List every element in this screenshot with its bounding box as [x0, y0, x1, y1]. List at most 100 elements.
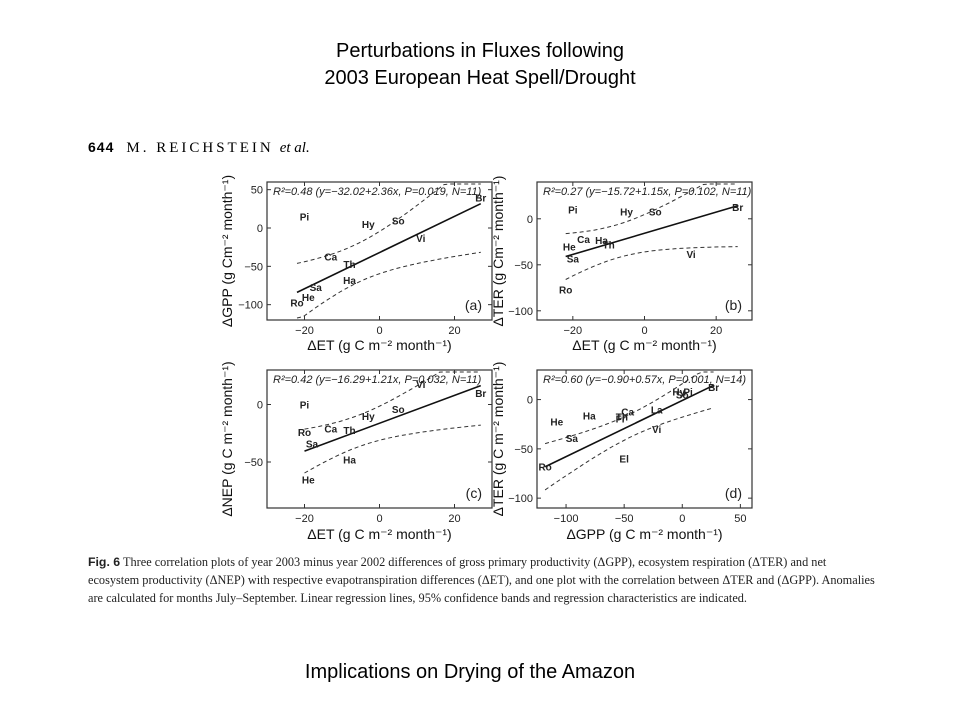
- panel-3-point-pi: Pi: [300, 401, 310, 412]
- panel-3-point-vi: Vi: [416, 380, 425, 391]
- caption-text: Three correlation plots of year 2003 min…: [88, 555, 875, 605]
- panel-1-point-ha: Ha: [343, 276, 356, 287]
- panel-4-point-he: He: [550, 417, 563, 428]
- panel-1-y-tick-label: 50: [251, 185, 263, 197]
- panel-3-x-axis-label: ΔET (g C m⁻² month⁻¹): [307, 526, 451, 542]
- panel-3-y-axis-label: ΔNEP (g C m⁻² month⁻¹): [219, 361, 235, 516]
- panel-4-point-br: Br: [708, 383, 719, 394]
- panel-4-y-tick-label: −50: [514, 444, 533, 456]
- panel-2-label: (b): [725, 297, 742, 313]
- panel-1-regression-line: [296, 202, 482, 294]
- figure-caption: Fig. 6 Three correlation plots of year 2…: [88, 553, 878, 607]
- panel-1-point-sa: Sa: [310, 283, 323, 294]
- panel-4-point-la: La: [651, 405, 663, 416]
- slide-title-line-2: 2003 European Heat Spell/Drought: [324, 67, 636, 89]
- panel-4-point-fr: Fr: [616, 414, 626, 425]
- panel-4-point-pi: Pi: [683, 388, 693, 399]
- panel-1-confidence-band-upper: [296, 183, 481, 264]
- panel-2-regression-line: [565, 204, 738, 258]
- panel-1-point-hy: Hy: [362, 220, 375, 231]
- panel-2-y-tick-label: −50: [514, 260, 533, 272]
- panel-3-regression-line: [304, 384, 482, 452]
- panel-2-point-ha: Ha: [595, 236, 608, 247]
- panel-4-point-ha: Ha: [583, 411, 596, 422]
- panel-3-confidence-band-lower: [304, 424, 481, 474]
- panel-2-point-ro: Ro: [559, 286, 572, 297]
- panel-4-regression-stats: R²=0.60 (y=−0.90+0.57x, P=0.001, N=14): [543, 374, 746, 386]
- panel-4-label: (d): [725, 485, 742, 501]
- panel-4-x-tick-label: −50: [615, 513, 634, 525]
- panel-1-confidence-band-lower: [296, 251, 481, 319]
- panel-1-regression-stats: R²=0.48 (y=−32.02+2.36x, P=0.019, N=11): [273, 186, 482, 198]
- panel-1-point-he: He: [302, 293, 315, 304]
- panel-3-point-th: Th: [343, 426, 355, 437]
- panel-4-point-ca: Ca: [621, 407, 634, 418]
- panel-4-frame: [536, 369, 753, 509]
- slide-title-line-1: Perturbations in Fluxes following: [336, 40, 624, 62]
- panel-3-point-br: Br: [475, 389, 486, 400]
- panel-4-x-axis-label: ΔGPP (g C m⁻² month⁻¹): [566, 526, 722, 542]
- panel-3-point-sa: Sa: [306, 440, 319, 451]
- panel-1-point-pi: Pi: [300, 213, 310, 224]
- panel-2-point-br: Br: [732, 203, 743, 214]
- panel-1-x-tick-label: −20: [295, 325, 314, 337]
- panel-1-y-tick-label: −50: [244, 261, 263, 273]
- panel-4-y-tick-label: 0: [527, 395, 533, 407]
- panel-1-label: (a): [465, 297, 482, 313]
- panel-3-point-he: He: [302, 475, 315, 486]
- panel-3-regression-stats: R²=0.42 (y=−16.29+1.21x, P=0.032, N=11): [273, 374, 482, 386]
- panel-4-y-axis-label: ΔTER (g C m⁻² month⁻¹): [490, 362, 506, 517]
- panel-1-point-vi: Vi: [416, 234, 425, 245]
- panel-2-confidence-band-upper: [565, 183, 738, 235]
- panel-4-x-tick-label: 50: [734, 513, 746, 525]
- panel-1-y-axis-label: ΔGPP (g Cm⁻² month⁻¹): [219, 175, 235, 327]
- panel-2-y-tick-label: 0: [527, 214, 533, 226]
- panel-1-point-ca: Ca: [324, 252, 337, 263]
- panel-4-point-so: So: [676, 391, 689, 402]
- panel-4-point-th: Th: [616, 412, 628, 423]
- panel-4-point-vi: Vi: [652, 425, 661, 436]
- panel-4-x-tick-label: −100: [554, 513, 579, 525]
- panel-3-x-tick-label: 0: [376, 513, 382, 525]
- author-etal: et al.: [279, 140, 310, 156]
- panel-3-point-ha: Ha: [343, 456, 356, 467]
- panel-2-x-tick-label: −20: [563, 325, 582, 337]
- panel-2-point-hy: Hy: [620, 207, 633, 218]
- panel-2-point-pi: Pi: [568, 206, 578, 217]
- panel-3-y-tick-label: 0: [257, 400, 263, 412]
- panel-2-regression-stats: R²=0.27 (y=−15.72+1.15x, P=0.102, N=11): [543, 186, 752, 198]
- panel-4-y-tick-label: −100: [508, 493, 533, 505]
- panel-2-x-tick-label: 20: [710, 325, 722, 337]
- panel-2-y-tick-label: −100: [508, 306, 533, 318]
- panel-4-confidence-band-upper: [544, 371, 714, 445]
- panel-4-point-el: El: [619, 455, 629, 466]
- panel-3-point-ca: Ca: [324, 425, 337, 436]
- panel-1-point-br: Br: [475, 193, 486, 204]
- panel-3-x-tick-label: −20: [295, 513, 314, 525]
- panel-1-point-ro: Ro: [290, 298, 303, 309]
- slide-title: Perturbations in Fluxes following 2003 E…: [0, 38, 960, 92]
- panel-4-regression-line: [544, 384, 714, 468]
- page-number: 644: [88, 139, 115, 155]
- caption-label: Fig. 6: [88, 555, 121, 569]
- panel-4-x-tick-label: 0: [679, 513, 685, 525]
- panel-2-x-axis-label: ΔET (g C m⁻² month⁻¹): [572, 337, 716, 353]
- panel-2-point-th: Th: [603, 241, 615, 252]
- panel-2-x-tick-label: 0: [641, 325, 647, 337]
- panel-2-confidence-band-lower: [565, 246, 738, 280]
- panel-2-point-vi: Vi: [686, 250, 695, 261]
- panel-1-point-so: So: [392, 216, 405, 227]
- panel-3-point-hy: Hy: [362, 412, 375, 423]
- panel-1-x-tick-label: 0: [376, 325, 382, 337]
- panel-3-point-so: So: [392, 405, 405, 416]
- panel-1-y-tick-label: −100: [238, 300, 263, 312]
- panel-2-y-axis-label: ΔTER (g Cm⁻² month⁻¹): [490, 176, 506, 327]
- panel-3-x-tick-label: 20: [448, 513, 460, 525]
- panel-1-y-tick-label: 0: [257, 223, 263, 235]
- panel-2-point-sa: Sa: [567, 254, 580, 265]
- panel-2-point-ca: Ca: [577, 235, 590, 246]
- panel-3-confidence-band-upper: [304, 371, 481, 430]
- slide-footer: Implications on Drying of the Amazon: [304, 661, 636, 683]
- panel-2-point-he: He: [563, 242, 576, 253]
